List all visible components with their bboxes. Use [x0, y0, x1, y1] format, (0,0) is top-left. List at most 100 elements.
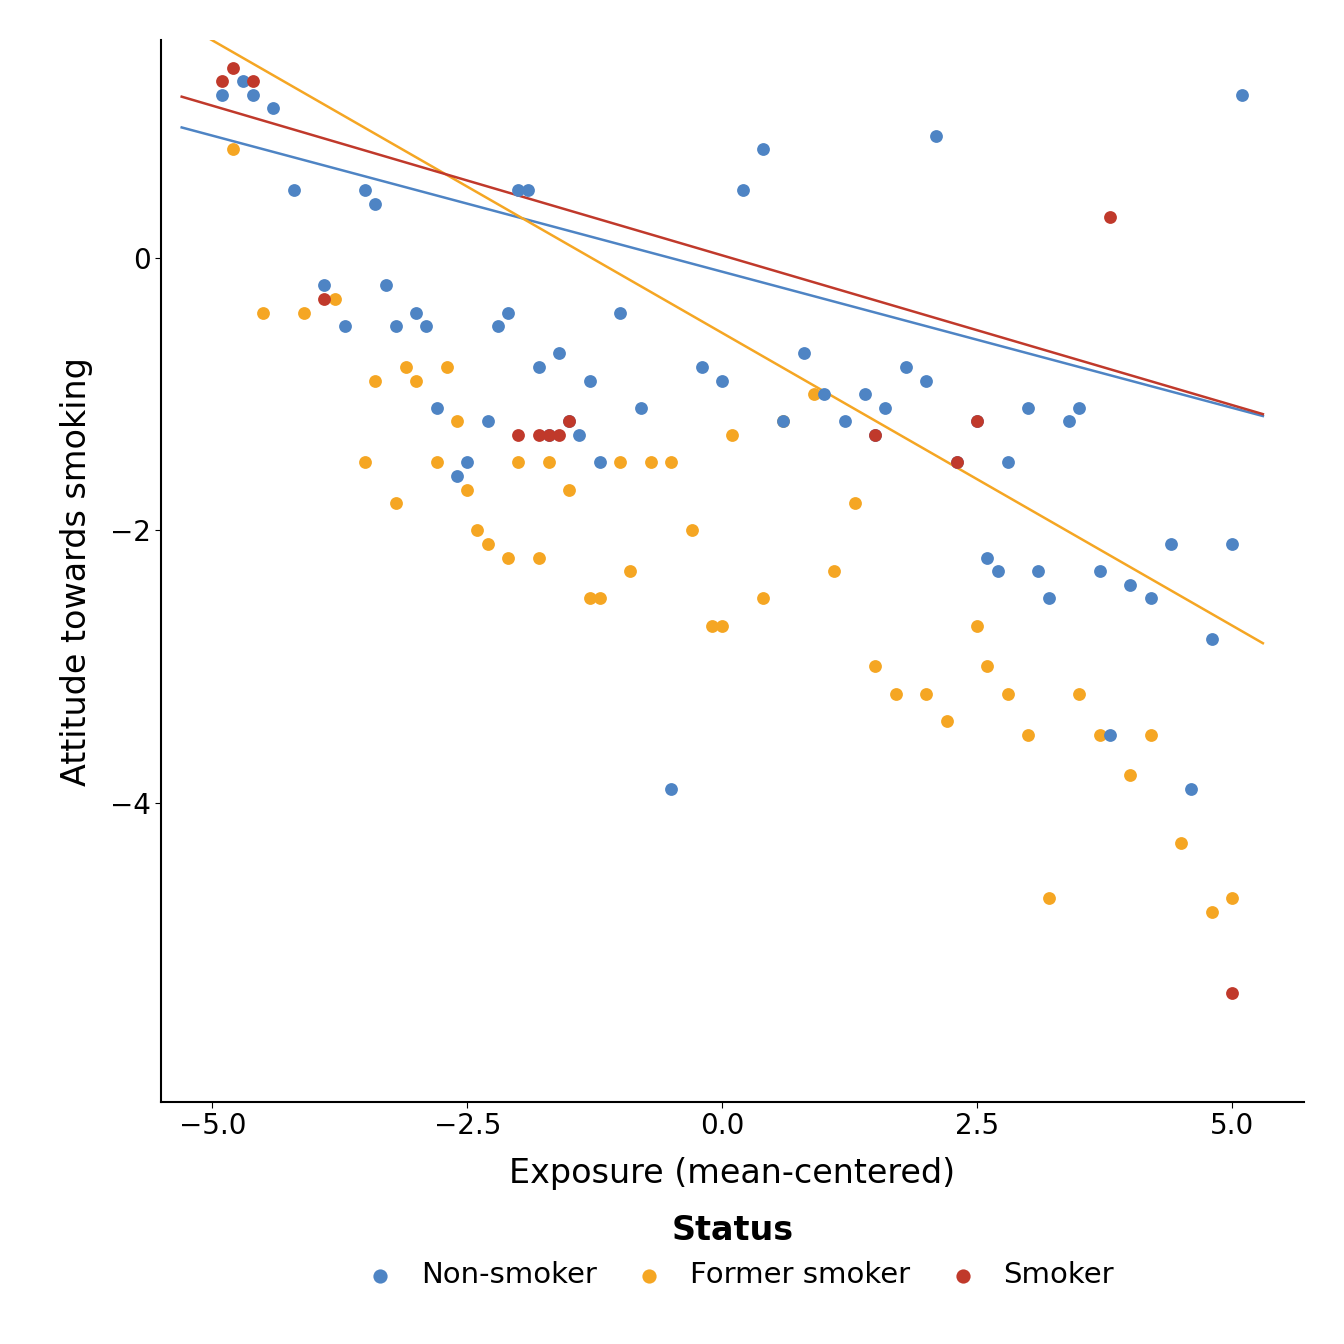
Point	[457, 478, 478, 500]
Point	[753, 138, 774, 160]
Point	[977, 656, 999, 677]
Point	[630, 396, 652, 418]
Point	[610, 452, 632, 473]
Point	[702, 616, 723, 637]
Point	[262, 98, 284, 120]
Point	[335, 316, 356, 337]
Point	[977, 547, 999, 569]
Point	[538, 425, 559, 446]
Point	[313, 274, 335, 296]
Point	[804, 383, 825, 405]
Point	[548, 425, 570, 446]
Point	[284, 179, 305, 200]
Point	[753, 587, 774, 609]
Y-axis label: Attitude towards smoking: Attitude towards smoking	[60, 356, 93, 786]
Point	[466, 520, 488, 542]
Point	[538, 452, 559, 473]
Point	[446, 411, 468, 433]
Point	[548, 343, 570, 364]
Point	[508, 179, 530, 200]
Point	[242, 85, 263, 106]
Point	[1038, 887, 1059, 909]
Point	[528, 425, 550, 446]
Point	[1140, 724, 1161, 746]
Point	[559, 411, 581, 433]
Point	[610, 302, 632, 324]
Point	[222, 56, 243, 78]
Point	[364, 370, 386, 391]
Point	[946, 452, 968, 473]
Point	[997, 683, 1019, 704]
Point	[528, 547, 550, 569]
Point	[589, 452, 610, 473]
Point	[355, 452, 376, 473]
Point	[1160, 534, 1181, 555]
Point	[1202, 900, 1223, 922]
Point	[660, 778, 681, 800]
Point	[477, 534, 499, 555]
Point	[242, 70, 263, 91]
Point	[935, 710, 957, 731]
Point	[1171, 833, 1192, 855]
Point	[395, 356, 417, 378]
Point	[457, 452, 478, 473]
Point	[375, 274, 396, 296]
Point	[620, 560, 641, 582]
Point	[559, 411, 581, 433]
Point	[1058, 411, 1079, 433]
Point	[508, 425, 530, 446]
Point	[773, 411, 794, 433]
Point	[435, 356, 457, 378]
Point	[986, 560, 1008, 582]
Point	[681, 520, 703, 542]
Point	[813, 383, 835, 405]
Point	[364, 194, 386, 215]
Point	[569, 425, 590, 446]
Point	[212, 70, 234, 91]
Point	[538, 425, 559, 446]
Point	[864, 656, 886, 677]
Point	[1181, 778, 1203, 800]
Point	[517, 179, 539, 200]
Point	[508, 452, 530, 473]
Point	[844, 492, 866, 513]
Point	[579, 587, 601, 609]
Point	[711, 616, 732, 637]
Point	[884, 683, 906, 704]
Point	[732, 179, 754, 200]
Point	[833, 411, 855, 433]
Point	[386, 316, 407, 337]
Point	[324, 288, 345, 309]
Point	[1222, 982, 1243, 1004]
Point	[722, 425, 743, 446]
Legend: Non-smoker, Former smoker, Smoker: Non-smoker, Former smoker, Smoker	[351, 1214, 1114, 1289]
Point	[559, 478, 581, 500]
Point	[926, 125, 948, 146]
Point	[875, 396, 896, 418]
Point	[1231, 85, 1253, 106]
Point	[864, 425, 886, 446]
Point	[793, 343, 814, 364]
Point	[415, 316, 437, 337]
Point	[855, 383, 876, 405]
Point	[212, 85, 234, 106]
Point	[946, 452, 968, 473]
X-axis label: Exposure (mean-centered): Exposure (mean-centered)	[509, 1157, 956, 1191]
Point	[915, 370, 937, 391]
Point	[1140, 587, 1161, 609]
Point	[293, 302, 314, 324]
Point	[1222, 887, 1243, 909]
Point	[1089, 560, 1110, 582]
Point	[864, 425, 886, 446]
Point	[1089, 724, 1110, 746]
Point	[355, 179, 376, 200]
Point	[1017, 396, 1039, 418]
Point	[222, 138, 243, 160]
Point	[497, 547, 519, 569]
Point	[966, 616, 988, 637]
Point	[997, 452, 1019, 473]
Point	[589, 587, 610, 609]
Point	[1099, 207, 1121, 228]
Point	[446, 465, 468, 487]
Point	[487, 316, 508, 337]
